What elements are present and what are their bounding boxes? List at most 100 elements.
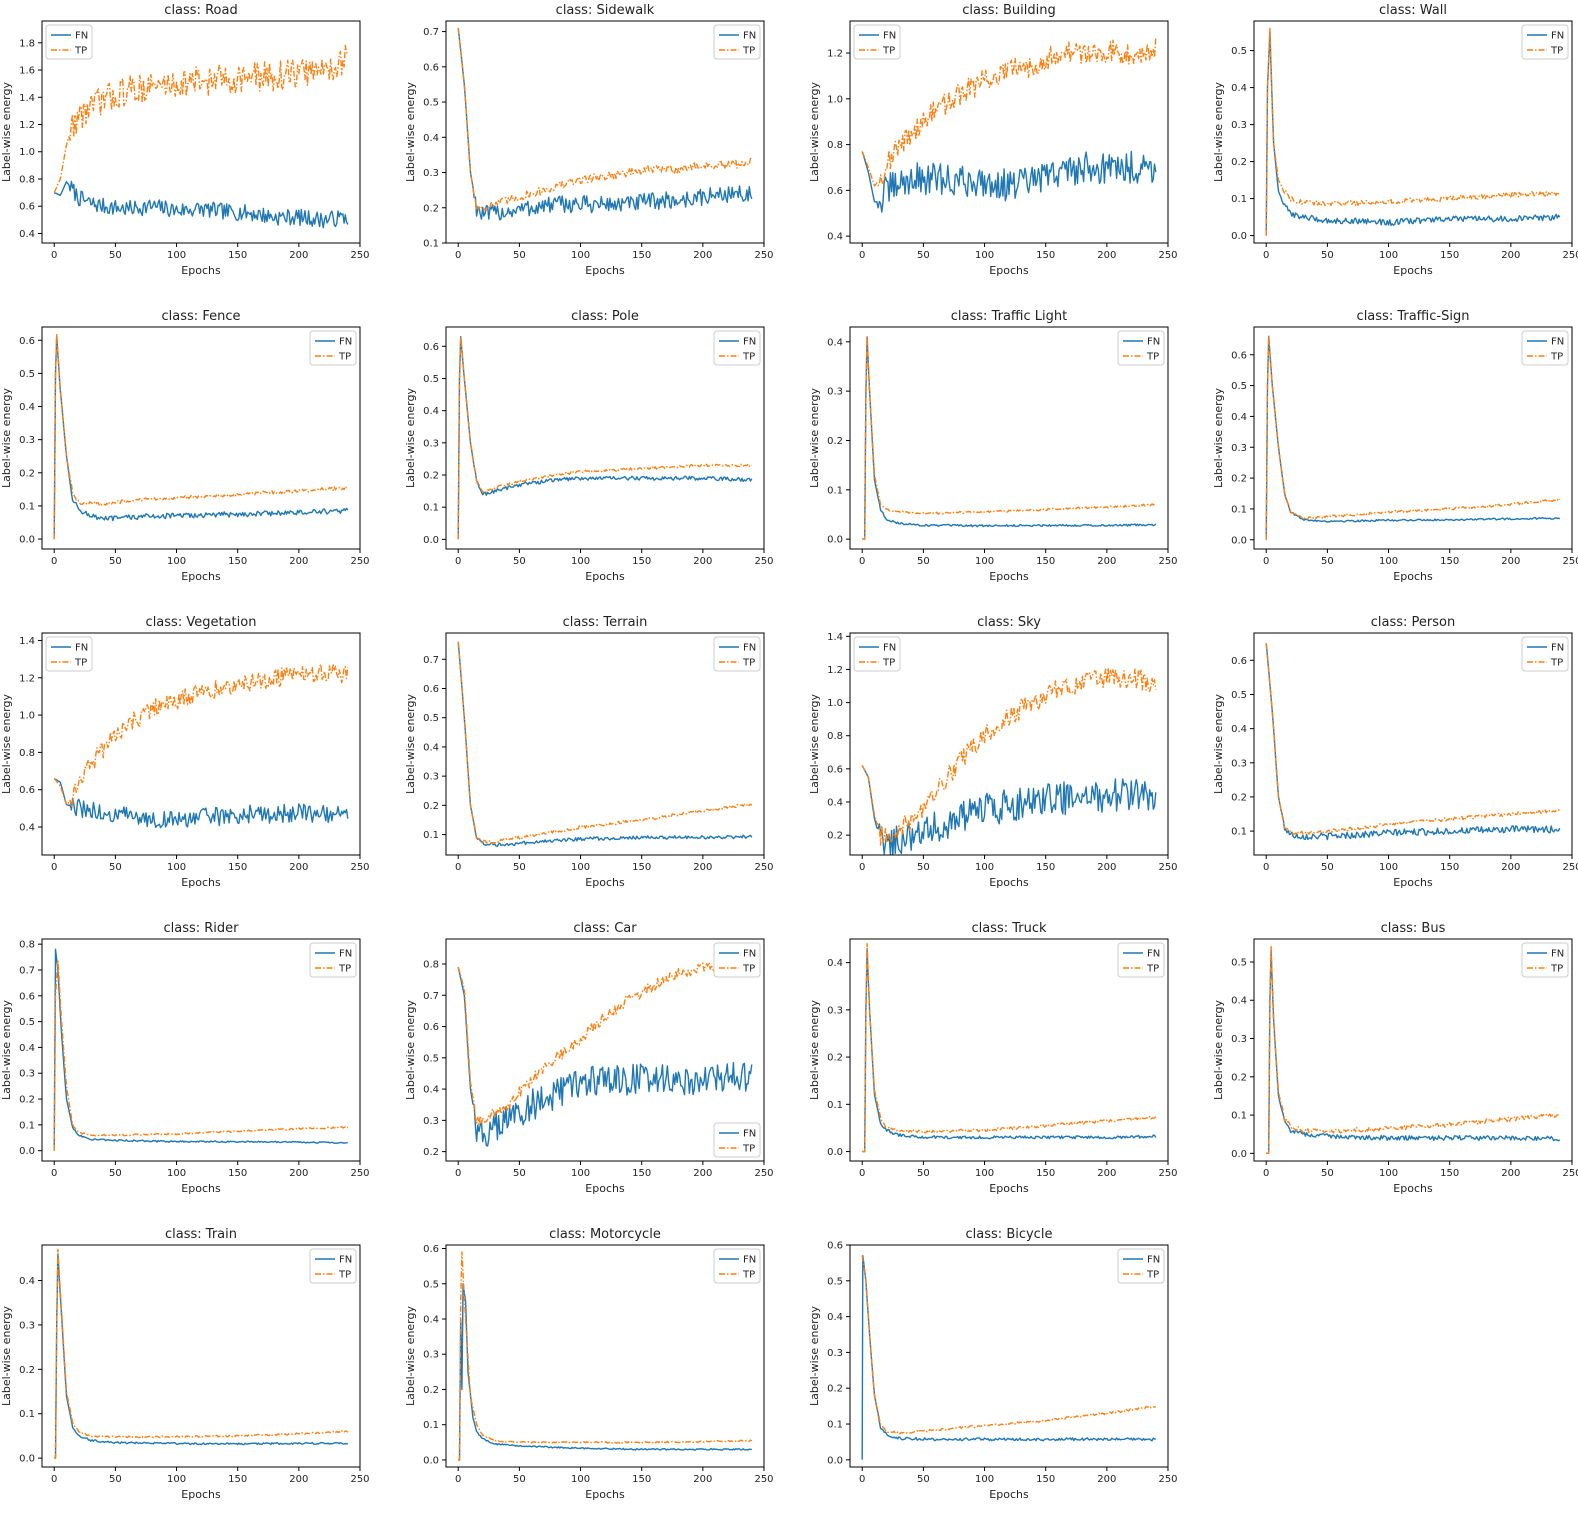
y-tick-label: 0.1 bbox=[423, 239, 439, 250]
legend-label-tp: TP bbox=[742, 964, 755, 975]
x-tick-label: 50 bbox=[513, 862, 526, 873]
subplot-title: class: Road bbox=[164, 3, 237, 18]
x-tick-label: 100 bbox=[571, 1474, 590, 1485]
y-tick-label: 0.8 bbox=[19, 940, 35, 951]
plot-area bbox=[861, 37, 1157, 213]
y-tick-label: 0.6 bbox=[827, 764, 843, 775]
series-line-fn bbox=[53, 180, 349, 229]
subplot-car: class: Car 0 50 100 150 200 250 0.2 0.3 0.4 0.5 0.6… bbox=[404, 921, 774, 1195]
x-tick-label: 0 bbox=[51, 250, 57, 261]
series-line-fn bbox=[862, 947, 1157, 1153]
x-axis-label: Epochs bbox=[1393, 264, 1433, 277]
series-line-tp bbox=[1265, 335, 1561, 540]
legend-label-tp: TP bbox=[338, 964, 351, 975]
x-axis-label: Epochs bbox=[585, 264, 625, 277]
axes-frame bbox=[445, 20, 765, 244]
y-axis-label: Label-wise energy bbox=[404, 82, 417, 183]
y-tick-label: 0.4 bbox=[827, 958, 843, 969]
subplot-motorcycle: class: Motorcycle 0 50 100 150 200 250 0.0 0.1 0.… bbox=[404, 1227, 774, 1501]
subplot-traffic-light: class: Traffic Light 0 50 100 150 200 250 0.0 0.… bbox=[808, 309, 1178, 583]
x-tick-label: 200 bbox=[1097, 862, 1116, 873]
y-tick-label: 0.5 bbox=[827, 1276, 843, 1287]
y-tick-label: 0.2 bbox=[19, 1095, 35, 1106]
x-tick-label: 100 bbox=[167, 1474, 186, 1485]
legend-label-tp: TP bbox=[1550, 46, 1563, 57]
x-tick-label: 0 bbox=[455, 1168, 461, 1179]
x-tick-label: 0 bbox=[455, 556, 461, 567]
y-tick-label: 0.6 bbox=[827, 1241, 843, 1252]
y-tick-label: 0.1 bbox=[1231, 1111, 1247, 1122]
x-tick-label: 200 bbox=[289, 556, 308, 567]
y-tick-label: 1.2 bbox=[827, 665, 843, 676]
y-tick-label: 0.3 bbox=[1231, 1034, 1247, 1045]
x-tick-label: 50 bbox=[1321, 556, 1334, 567]
x-axis-label: Epochs bbox=[585, 1182, 625, 1195]
x-tick-label: 250 bbox=[350, 1168, 369, 1179]
y-tick-label: 1.0 bbox=[827, 698, 843, 709]
plot-area bbox=[861, 667, 1157, 855]
x-tick-label: 150 bbox=[632, 250, 651, 261]
y-tick-label: 0.7 bbox=[19, 965, 35, 976]
legend-box bbox=[1521, 942, 1569, 978]
y-tick-label: 0.0 bbox=[1231, 231, 1247, 242]
plot-area bbox=[54, 1248, 349, 1459]
axes-frame bbox=[849, 1244, 1169, 1468]
legend-label-fn: FN bbox=[743, 1255, 756, 1266]
y-tick-label: 0.3 bbox=[1231, 120, 1247, 131]
y-tick-label: 0.3 bbox=[827, 1348, 843, 1359]
x-tick-label: 0 bbox=[859, 1168, 865, 1179]
x-tick-label: 200 bbox=[693, 1474, 712, 1485]
x-axis-label: Epochs bbox=[1393, 1182, 1433, 1195]
x-tick-label: 0 bbox=[859, 1474, 865, 1485]
x-tick-label: 0 bbox=[455, 250, 461, 261]
subplot-train: class: Train 0 50 100 150 200 250 0.0 0.1 0.2 0.3 0… bbox=[0, 1227, 370, 1501]
x-tick-label: 50 bbox=[917, 556, 930, 567]
series-line-fn bbox=[861, 1254, 1156, 1460]
legend-label-fn: FN bbox=[1147, 337, 1160, 348]
y-axis-label: Label-wise energy bbox=[1212, 82, 1225, 183]
legend-label-fn: FN bbox=[339, 337, 352, 348]
y-tick-label: 0.0 bbox=[423, 1455, 439, 1466]
x-tick-label: 250 bbox=[350, 556, 369, 567]
x-tick-label: 250 bbox=[1158, 250, 1177, 261]
y-tick-label: 0.0 bbox=[1231, 1149, 1247, 1160]
y-tick-label: 0.1 bbox=[827, 1100, 843, 1111]
x-tick-label: 50 bbox=[1321, 1168, 1334, 1179]
y-tick-label: 0.7 bbox=[423, 27, 439, 38]
y-tick-label: 0.5 bbox=[423, 1279, 439, 1290]
y-tick-label: 0.3 bbox=[827, 1005, 843, 1016]
x-tick-label: 150 bbox=[632, 1474, 651, 1485]
y-tick-label: 0.2 bbox=[1231, 474, 1247, 485]
y-axis-label: Label-wise energy bbox=[0, 1000, 13, 1101]
plot-area bbox=[53, 332, 349, 540]
subplot-traffic-sign: class: Traffic-Sign 0 50 100 150 200 250 0.0 0.1… bbox=[1212, 309, 1578, 583]
legend-label-fn: FN bbox=[883, 31, 896, 42]
x-axis-label: Epochs bbox=[181, 1182, 221, 1195]
series-line-fn bbox=[457, 27, 753, 221]
x-tick-label: 250 bbox=[754, 862, 773, 873]
series-line-tp bbox=[53, 959, 349, 1151]
y-axis-label: Label-wise energy bbox=[404, 388, 417, 489]
subplot-title: class: Train bbox=[165, 1227, 237, 1242]
y-tick-label: 0.2 bbox=[827, 1053, 843, 1064]
y-tick-label: 0.1 bbox=[423, 503, 439, 514]
y-tick-label: 0.1 bbox=[1231, 827, 1247, 838]
x-tick-label: 150 bbox=[1036, 862, 1055, 873]
y-tick-label: 0.8 bbox=[19, 174, 35, 185]
plot-area bbox=[862, 943, 1157, 1153]
plot-area bbox=[1265, 27, 1561, 236]
y-tick-label: 0.3 bbox=[423, 438, 439, 449]
series-line-tp bbox=[1265, 643, 1561, 836]
y-tick-label: 0.2 bbox=[423, 203, 439, 214]
y-axis-label: Label-wise energy bbox=[404, 1000, 417, 1101]
y-tick-label: 0.6 bbox=[19, 785, 35, 796]
y-tick-label: 0.4 bbox=[827, 337, 843, 348]
series-line-fn bbox=[1265, 31, 1561, 236]
y-tick-label: 0.4 bbox=[19, 1043, 35, 1054]
y-tick-label: 0.3 bbox=[827, 387, 843, 398]
subplot-road: class: Road 0 50 100 150 200 250 0.4 0.6 0.8 1.0 1.… bbox=[0, 3, 370, 277]
y-tick-label: 0.4 bbox=[423, 1315, 439, 1326]
subplot-title: class: Truck bbox=[971, 921, 1047, 936]
y-tick-label: 0.3 bbox=[423, 168, 439, 179]
legend-label-fn: FN bbox=[75, 643, 88, 654]
